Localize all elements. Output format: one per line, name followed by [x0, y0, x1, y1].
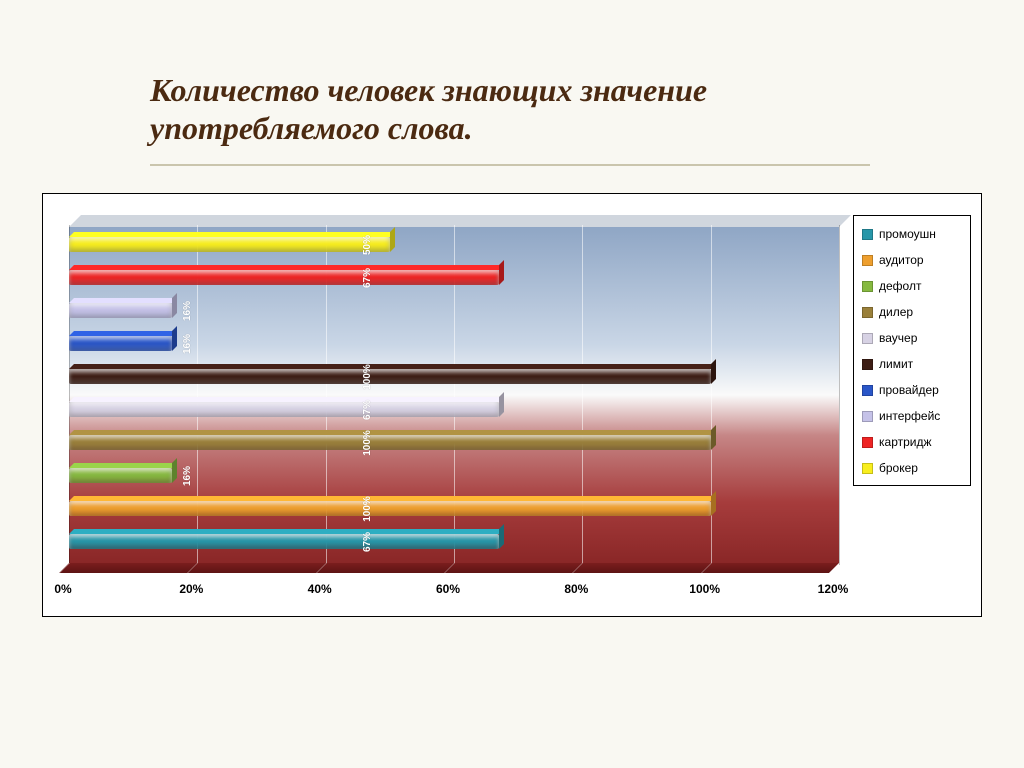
- x-axis-tick: 120%: [818, 582, 849, 596]
- bar-front-face: [69, 303, 172, 318]
- legend-label: брокер: [879, 461, 918, 475]
- x-axis-tick: 60%: [436, 582, 460, 596]
- floor-gridlines: [69, 563, 839, 573]
- page-title: Количество человек знающих значение упот…: [150, 72, 870, 148]
- bar-front-face: [69, 534, 499, 549]
- x-axis-tick: 20%: [179, 582, 203, 596]
- gridline: [839, 225, 840, 565]
- legend-swatch: [862, 385, 873, 396]
- bar-front-face: [69, 336, 172, 351]
- legend-item-interface: интерфейс: [862, 409, 962, 423]
- legend-label: ваучер: [879, 331, 917, 345]
- floor-gridline: [701, 563, 712, 573]
- bar-front-face: [69, 435, 711, 450]
- legend-label: промоушн: [879, 227, 936, 241]
- legend-swatch: [862, 333, 873, 344]
- panel-top-face: [69, 215, 851, 227]
- floor-gridline: [444, 563, 455, 573]
- bar-end-cap: [711, 425, 716, 450]
- legend-item-auditor: аудитор: [862, 253, 962, 267]
- legend-swatch: [862, 229, 873, 240]
- bar-end-cap: [499, 392, 504, 417]
- bar-data-label: 16%: [182, 465, 193, 485]
- title-underline: [150, 164, 870, 166]
- bar-front-face: [69, 468, 172, 483]
- legend-item-limit: лимит: [862, 357, 962, 371]
- bar-end-cap: [711, 359, 716, 384]
- legend-swatch: [862, 463, 873, 474]
- legend-swatch: [862, 359, 873, 370]
- bar-front-face: [69, 501, 711, 516]
- bar-end-cap: [711, 491, 716, 516]
- legend-item-vaucher: ваучер: [862, 331, 962, 345]
- bar-end-cap: [172, 293, 177, 318]
- bar-end-cap: [499, 260, 504, 285]
- legend-label: аудитор: [879, 253, 924, 267]
- legend-label: картридж: [879, 435, 932, 449]
- legend-item-cartridge: картридж: [862, 435, 962, 449]
- chart-container: 50%67%16%16%100%67%100%16%100%67% 0%20%4…: [42, 193, 982, 617]
- bar-front-face: [69, 402, 499, 417]
- bar-front-face: [69, 369, 711, 384]
- legend-label: дефолт: [879, 279, 921, 293]
- legend-swatch: [862, 281, 873, 292]
- legend-item-broker: брокер: [862, 461, 962, 475]
- legend-label: провайдер: [879, 383, 939, 397]
- bar-data-label: 16%: [182, 300, 193, 320]
- legend-label: дилер: [879, 305, 913, 319]
- legend: промоушн аудитор дефолт дилер ваучер лимит про…: [853, 215, 971, 486]
- legend-swatch: [862, 437, 873, 448]
- x-axis-tick: 40%: [308, 582, 332, 596]
- legend-item-provider: провайдер: [862, 383, 962, 397]
- floor-gridline: [572, 563, 583, 573]
- x-axis-tick: 0%: [54, 582, 71, 596]
- bar-end-cap: [172, 458, 177, 483]
- slide: Количество человек знающих значение упот…: [0, 0, 1024, 768]
- x-axis: 0%20%40%60%80%100%120%: [69, 582, 839, 602]
- legend-label: лимит: [879, 357, 913, 371]
- bar-end-cap: [390, 227, 395, 252]
- bar-end-cap: [499, 524, 504, 549]
- floor-gridline: [316, 563, 327, 573]
- floor-gridline: [187, 563, 198, 573]
- legend-swatch: [862, 411, 873, 422]
- bar-end-cap: [172, 326, 177, 351]
- x-axis-tick: 100%: [689, 582, 720, 596]
- legend-item-promoushn: промоушн: [862, 227, 962, 241]
- floor-gridline: [829, 563, 840, 573]
- x-axis-tick: 80%: [564, 582, 588, 596]
- legend-item-defolt: дефолт: [862, 279, 962, 293]
- bar-front-face: [69, 270, 499, 285]
- legend-item-diler: дилер: [862, 305, 962, 319]
- legend-swatch: [862, 307, 873, 318]
- legend-label: интерфейс: [879, 409, 940, 423]
- legend-swatch: [862, 255, 873, 266]
- bars-layer: 50%67%16%16%100%67%100%16%100%67%: [69, 227, 839, 563]
- bar-front-face: [69, 237, 390, 252]
- bar-data-label: 16%: [182, 333, 193, 353]
- plot-3d-panel: 50%67%16%16%100%67%100%16%100%67%: [69, 215, 839, 573]
